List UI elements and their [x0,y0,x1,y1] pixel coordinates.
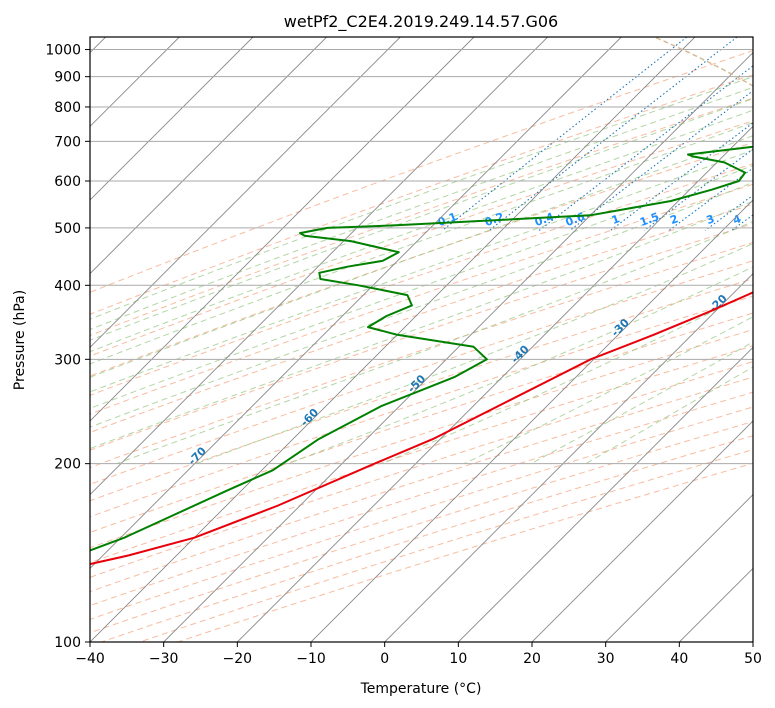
isotherm-line [163,52,753,642]
moist-adiabat-line [90,181,753,428]
moist-adiabat-line [90,76,753,320]
y-tick-label: 800 [54,100,81,116]
mixing-ratio-label: 4 [731,212,743,227]
dry-adiabat-line [90,203,753,433]
isotherm-line [90,37,548,496]
isotherm-line [90,37,401,348]
x-tick-label: −10 [296,651,326,667]
isotherm-line [90,37,475,422]
mixing-ratio-label: 0.4 [533,210,556,229]
isotherm-line [384,273,753,642]
plot-area: 0.10.20.40.611.52346810131620253036-100-… [90,37,753,642]
x-tick-label: −40 [75,651,105,667]
dry-adiabat-line [90,278,753,502]
isotherm-line [531,420,753,642]
x-tick-label: 10 [449,651,467,667]
moist-adiabat-line [90,98,753,341]
moist-adiabat-line [381,290,753,465]
dry-adiabat-line [90,241,753,469]
chart-title: wetPf2_C2E4.2019.249.14.57.G06 [284,12,558,32]
isotherm-line [310,199,753,642]
moist-adiabat-line [90,86,753,331]
isotherm-line [237,125,753,642]
mixing-ratio-label: 3 [705,212,717,227]
x-tick-label: 20 [523,651,541,667]
isotherm-line [458,346,753,642]
isotherm-line [90,37,254,201]
y-tick-label: 500 [54,221,81,237]
y-tick-label: 400 [54,278,81,294]
moist-adiabat-line [90,135,753,378]
x-tick-label: 30 [597,651,615,667]
special-dry-adiabat [652,37,753,87]
x-tick-label: 0 [380,651,389,667]
dry-adiabat-line [90,74,753,315]
moist-adiabat-line [90,109,753,353]
mixing-ratio-label: 2 [668,212,680,227]
mixing-ratio-line [442,37,688,231]
isotherm-line [90,37,696,642]
dry-adiabat-line [90,391,753,607]
mixing-ratio-label: 1 [610,212,622,227]
dry-adiabat-line [90,97,753,337]
x-tick-label: 50 [744,651,762,667]
mixing-ratio-label: 0.1 [436,210,459,229]
x-tick-label: −20 [223,651,253,667]
x-axis-label: Temperature (°C) [360,681,482,697]
y-tick-label: 1000 [45,43,81,59]
dry-adiabat-line [90,295,753,518]
moist-adiabat-line [196,242,753,465]
isotherm-line [605,494,753,642]
y-tick-label: 200 [54,457,81,473]
isotherm-line [90,37,327,275]
y-tick-label: 600 [54,174,81,190]
mixing-ratio-line [569,90,753,231]
moist-adiabat-line [90,200,753,450]
x-tick-label: −30 [149,651,179,667]
dry-adiabat-line [90,183,753,415]
moist-adiabat-line [463,316,753,465]
y-tick-label: 700 [54,134,81,150]
plot-frame [89,36,754,643]
y-axis-label: Pressure (hPa) [12,290,28,390]
dewpoint-profile [90,145,753,552]
temperature-profile [90,291,753,566]
y-tick-label: 900 [54,70,81,86]
x-tick-label: 40 [670,651,688,667]
moist-adiabat-line [90,149,753,393]
moist-adiabat-line [116,220,753,465]
mixing-ratio-line [538,65,753,231]
y-tick-label: 100 [54,635,81,651]
moist-adiabat-line [90,164,753,409]
y-tick-label: 300 [54,352,81,368]
axis-ticks: −40 −30 −20 −10 0 10 20 30 40 50 100 200 300 400 500 60… [45,43,762,667]
